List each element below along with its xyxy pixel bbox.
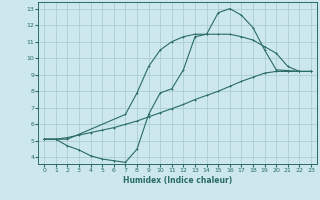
X-axis label: Humidex (Indice chaleur): Humidex (Indice chaleur) <box>123 176 232 185</box>
